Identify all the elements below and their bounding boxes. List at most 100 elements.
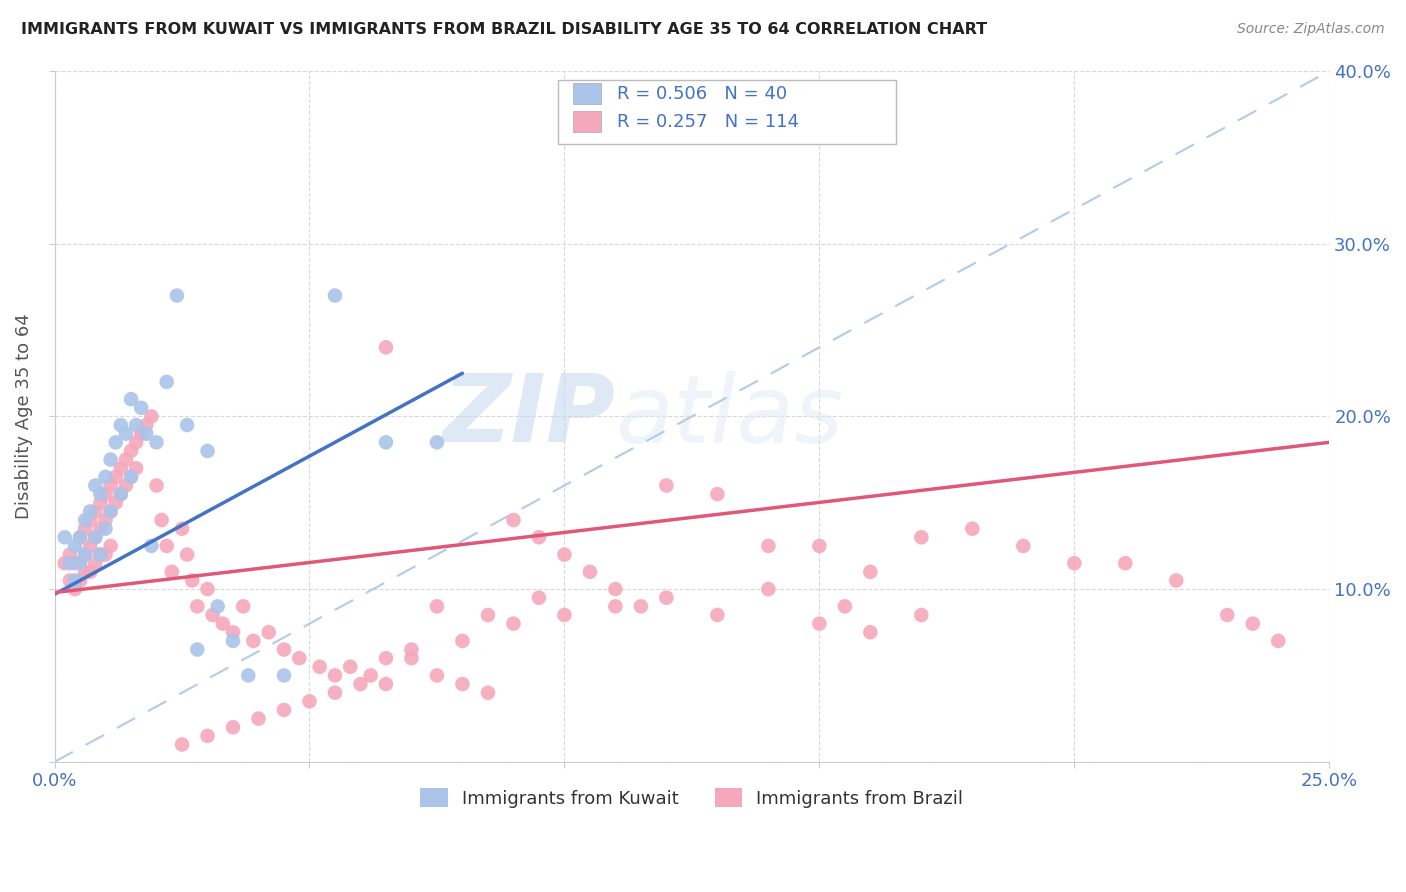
Point [222,625,245,640]
FancyBboxPatch shape [574,112,602,132]
FancyBboxPatch shape [558,80,896,144]
Point [120,470,142,484]
Point [110,418,132,433]
Point [120,392,142,406]
Point [323,686,346,700]
Text: R = 0.506   N = 40: R = 0.506 N = 40 [617,85,787,103]
Point [170,738,193,752]
Point [247,712,270,726]
Point [502,616,524,631]
Point [75,548,97,562]
Point [910,607,932,622]
Point [63,582,86,596]
Point [69,530,91,544]
Point [349,677,371,691]
Point [59,556,82,570]
Point [375,340,398,354]
Point [527,530,550,544]
Text: Source: ZipAtlas.com: Source: ZipAtlas.com [1237,22,1385,37]
Point [75,513,97,527]
Point [160,565,183,579]
Point [100,478,122,492]
Point [186,642,208,657]
Point [129,401,152,415]
Point [242,633,264,648]
Point [156,539,179,553]
Point [859,625,882,640]
Point [63,556,86,570]
Point [135,426,157,441]
Point [553,607,575,622]
Point [401,642,423,657]
Point [141,409,163,424]
Point [110,487,132,501]
Point [79,565,101,579]
Point [176,418,198,433]
Point [63,539,86,553]
Text: R = 0.257   N = 114: R = 0.257 N = 114 [617,112,799,131]
Point [53,556,76,570]
Point [120,470,142,484]
Point [63,574,86,588]
Point [115,478,138,492]
Point [89,548,111,562]
Point [910,530,932,544]
Point [1216,607,1239,622]
Point [53,530,76,544]
Point [100,452,122,467]
Point [655,591,678,605]
Point [834,599,856,614]
Point [375,651,398,665]
Text: ZIP: ZIP [443,370,616,462]
Point [166,288,188,302]
Point [527,591,550,605]
Point [197,444,219,458]
Point [211,616,233,631]
Point [451,677,474,691]
FancyBboxPatch shape [574,84,602,104]
Point [75,565,97,579]
Point [808,539,831,553]
Point [170,522,193,536]
Point [706,607,728,622]
Point [605,599,627,614]
Point [308,660,330,674]
Legend: Immigrants from Kuwait, Immigrants from Brazil: Immigrants from Kuwait, Immigrants from … [413,781,970,815]
Point [360,668,382,682]
Point [197,582,219,596]
Point [553,548,575,562]
Point [502,513,524,527]
Point [186,599,208,614]
Point [79,504,101,518]
Point [156,375,179,389]
Point [288,651,311,665]
Point [1063,556,1085,570]
Point [1166,574,1188,588]
Point [141,539,163,553]
Point [145,478,167,492]
Point [273,642,295,657]
Point [630,599,652,614]
Point [257,625,280,640]
Point [84,530,107,544]
Point [655,478,678,492]
Point [115,452,138,467]
Point [176,548,198,562]
Point [79,513,101,527]
Point [298,694,321,708]
Point [426,668,449,682]
Point [69,556,91,570]
Point [89,548,111,562]
Point [145,435,167,450]
Point [125,418,148,433]
Point [100,539,122,553]
Point [238,668,260,682]
Point [150,513,173,527]
Point [69,530,91,544]
Point [323,668,346,682]
Point [104,470,127,484]
Point [75,548,97,562]
Point [79,539,101,553]
Point [477,686,499,700]
Point [426,599,449,614]
